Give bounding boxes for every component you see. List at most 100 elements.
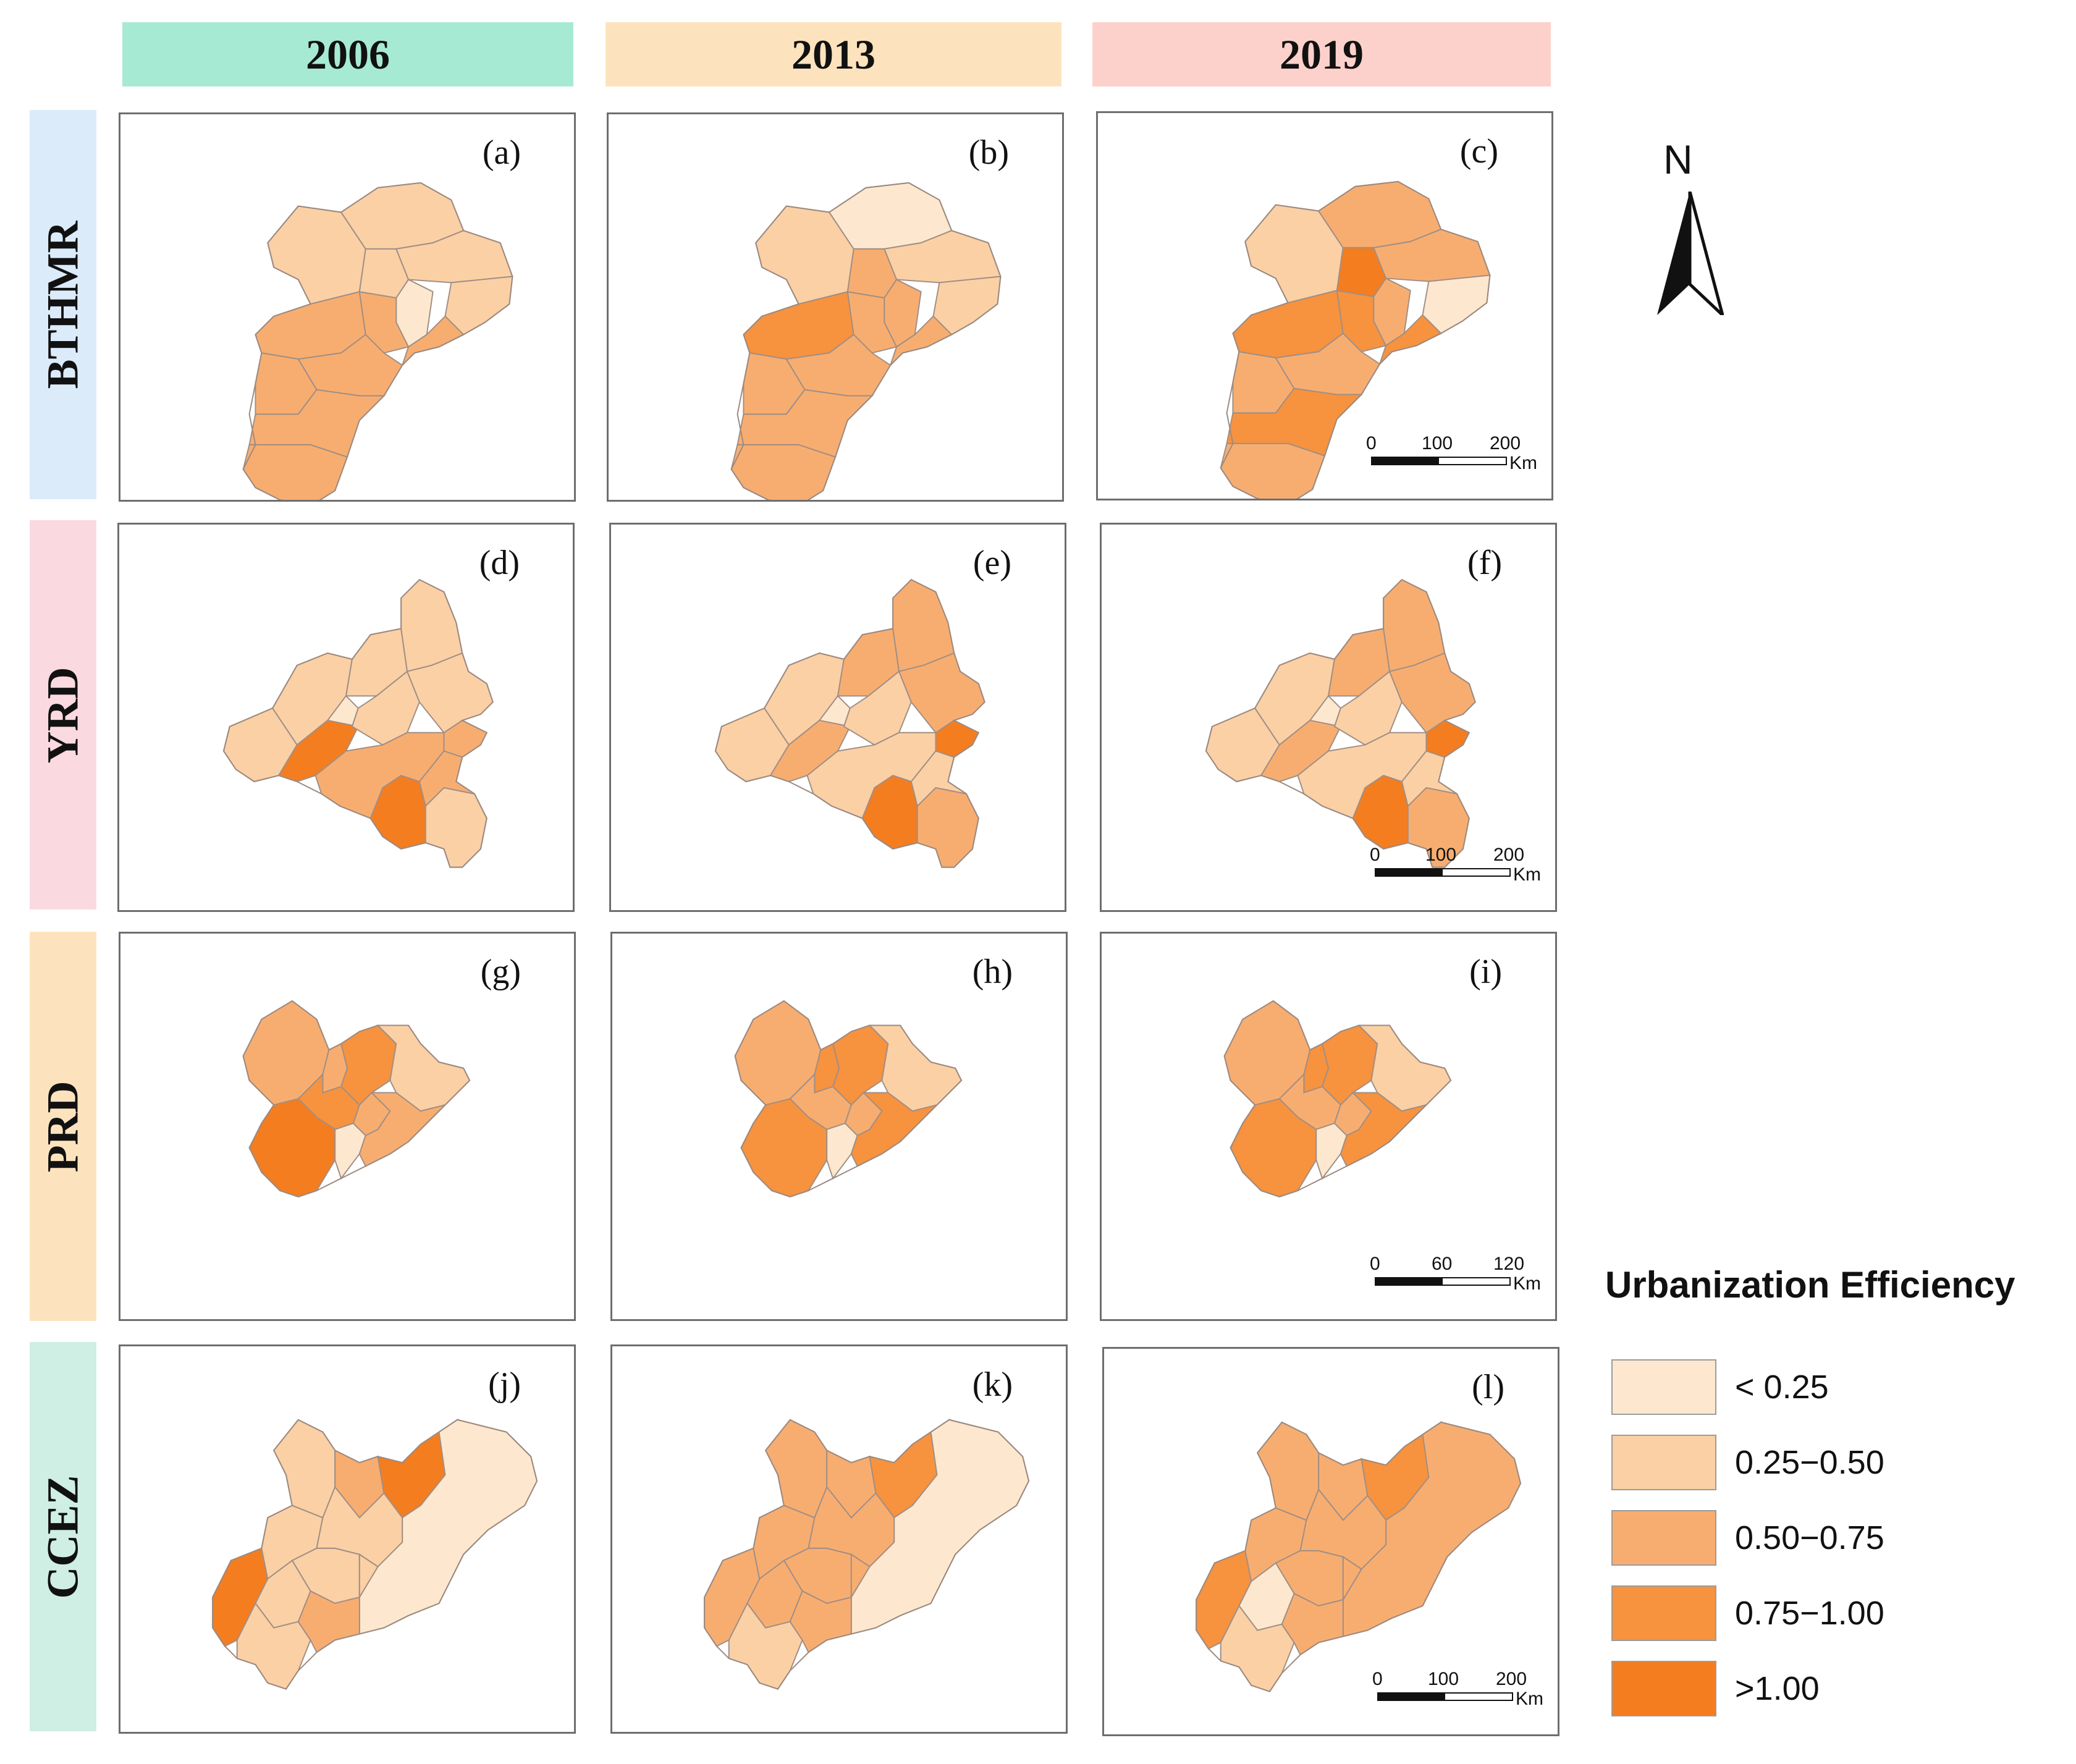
- scale-unit: Km: [1513, 1273, 1541, 1294]
- region-outline: [1220, 180, 1491, 499]
- scale-bar-graphic: [1375, 1277, 1511, 1286]
- panel-label: (b): [968, 133, 1009, 172]
- legend-item: 0.50−0.75: [1611, 1510, 1982, 1567]
- map-region: [850, 1553, 871, 1600]
- choropleth-map: [1220, 180, 1491, 499]
- region-outline: [1196, 1421, 1522, 1692]
- scale-unit: Km: [1516, 1689, 1543, 1709]
- region-outline: [734, 1000, 963, 1197]
- map-region: [730, 444, 837, 500]
- legend-swatch: [1611, 1359, 1716, 1415]
- row-header-bthmr: BTHMR: [30, 110, 96, 499]
- legend-item: 0.75−1.00: [1611, 1585, 1982, 1642]
- scale-bar-graphic: [1375, 868, 1511, 877]
- scale-bar: 0 100 200 Km: [1372, 1669, 1543, 1712]
- scale-tick: 200: [1490, 433, 1521, 454]
- map-region: [351, 670, 420, 746]
- north-arrow-icon: [1657, 192, 1724, 315]
- scale-tick: 0: [1372, 1669, 1383, 1689]
- legend-swatch: [1611, 1585, 1716, 1641]
- scale-tick: 0: [1370, 845, 1380, 865]
- choropleth-map: [714, 578, 985, 868]
- column-header-label: 2006: [306, 30, 390, 78]
- map-panel-c: (c) 0 100 200 Km: [1096, 111, 1553, 500]
- scale-tick: 60: [1432, 1254, 1453, 1274]
- map-panel-k: (k): [610, 1344, 1068, 1734]
- region-outline: [242, 1000, 471, 1197]
- region-outline: [222, 578, 494, 868]
- legend-swatch: [1611, 1510, 1716, 1566]
- map-panel-h: (h): [610, 932, 1068, 1321]
- choropleth-map: [1205, 578, 1476, 868]
- north-arrow: N: [1631, 136, 1730, 315]
- legend-swatch: [1611, 1661, 1716, 1716]
- map-panel-e: (e): [609, 523, 1066, 912]
- scale-tick: 200: [1496, 1669, 1527, 1689]
- panel-label: (h): [972, 953, 1013, 991]
- legend-label: 0.75−1.00: [1735, 1595, 1884, 1632]
- region-outline: [730, 182, 1002, 500]
- scale-tick: 100: [1428, 1669, 1459, 1689]
- scale-bar-graphic: [1377, 1692, 1513, 1701]
- panel-label: (c): [1459, 132, 1498, 171]
- map-region: [1342, 1555, 1362, 1602]
- legend-item: >1.00: [1611, 1661, 1982, 1718]
- map-region: [1333, 670, 1403, 746]
- column-header-2019: 2019: [1092, 22, 1551, 87]
- map-panel-b: (b): [607, 112, 1064, 502]
- column-header-2006: 2006: [122, 22, 573, 87]
- choropleth-map: [1223, 1000, 1452, 1197]
- row-header-yrd: YRD: [30, 520, 96, 909]
- column-header-2013: 2013: [606, 22, 1061, 87]
- map-region: [358, 1553, 379, 1600]
- row-header-prd: PRD: [30, 932, 96, 1321]
- panel-label: (a): [482, 133, 521, 172]
- panel-label: (l): [1472, 1368, 1504, 1406]
- map-panel-j: (j): [119, 1344, 576, 1734]
- map-panel-d: (d): [117, 523, 575, 912]
- column-header-label: 2013: [791, 30, 876, 78]
- scale-bar: 0 100 200 Km: [1370, 845, 1541, 888]
- map-region: [769, 719, 851, 783]
- map-panel-g: (g): [119, 932, 576, 1321]
- map-region: [242, 444, 348, 500]
- choropleth-map: [242, 1000, 471, 1197]
- panel-label: (d): [479, 544, 520, 582]
- map-panel-f: (f) 0 100 200 Km: [1100, 523, 1557, 912]
- legend-label: >1.00: [1735, 1670, 1820, 1707]
- scale-bar-graphic: [1371, 457, 1507, 465]
- scale-tick: 100: [1422, 433, 1453, 454]
- map-region: [843, 670, 912, 746]
- legend: Urbanization Efficiency < 0.25 0.25−0.50…: [1605, 1264, 2015, 1716]
- choropleth-map: [212, 1418, 538, 1690]
- map-panel-a: (a): [119, 112, 576, 502]
- region-outline: [714, 578, 985, 868]
- legend-item: < 0.25: [1611, 1359, 1982, 1416]
- panel-label: (g): [480, 953, 521, 991]
- choropleth-map: [242, 182, 513, 500]
- legend-label: 0.50−0.75: [1735, 1519, 1884, 1556]
- choropleth-map: [734, 1000, 963, 1197]
- region-outline: [1205, 578, 1476, 868]
- scale-bar: 0 60 120 Km: [1370, 1254, 1541, 1297]
- legend-label: 0.25−0.50: [1735, 1444, 1884, 1481]
- choropleth-map: [704, 1418, 1030, 1690]
- scale-unit: Km: [1509, 453, 1537, 473]
- north-label: N: [1663, 137, 1693, 182]
- row-header-label: YRD: [38, 667, 88, 763]
- region-outline: [242, 182, 513, 500]
- choropleth-map: [1196, 1420, 1522, 1692]
- legend-item: 0.25−0.50: [1611, 1435, 1982, 1492]
- panel-label: (f): [1467, 544, 1502, 582]
- choropleth-map: [730, 182, 1002, 500]
- legend-label: < 0.25: [1735, 1369, 1829, 1406]
- row-header-label: PRD: [38, 1081, 88, 1172]
- choropleth-map: [222, 578, 494, 868]
- row-header-label: CCEZ: [38, 1474, 88, 1599]
- legend-swatch: [1611, 1435, 1716, 1490]
- map-region: [1260, 719, 1342, 783]
- panel-label: (e): [973, 544, 1011, 582]
- scale-unit: Km: [1513, 864, 1541, 885]
- map-region: [277, 719, 360, 783]
- region-outline: [704, 1419, 1030, 1690]
